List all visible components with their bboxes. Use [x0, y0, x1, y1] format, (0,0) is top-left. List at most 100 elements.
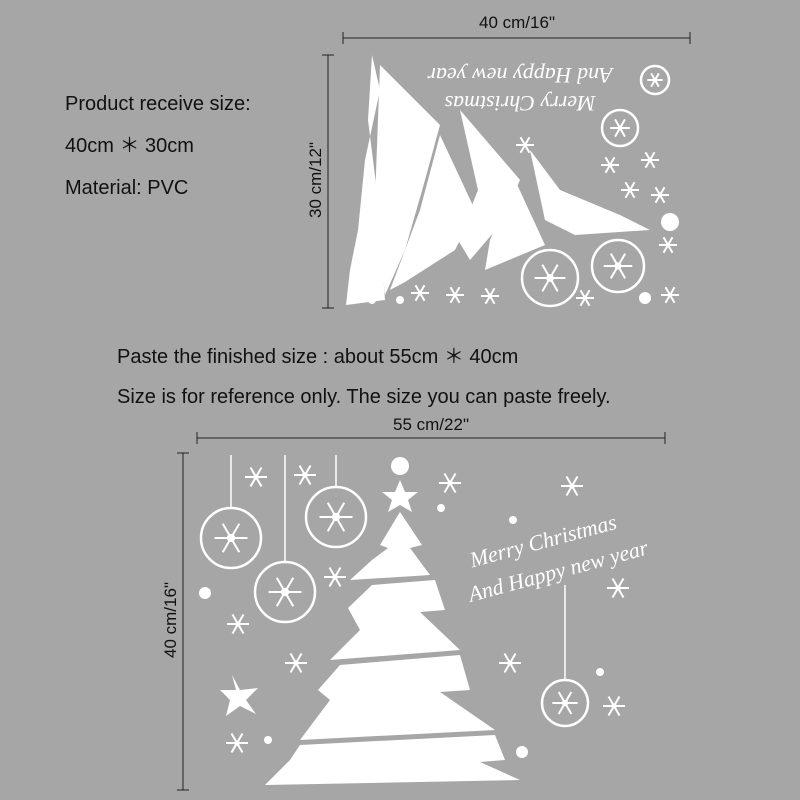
snowflake-center — [607, 162, 613, 168]
snowflake — [651, 186, 669, 204]
tree-tier — [350, 512, 430, 580]
snowflake-center — [653, 78, 657, 82]
tree-tier — [330, 580, 460, 660]
dot — [639, 292, 651, 304]
info-text: Product receive size: — [65, 93, 251, 115]
snowflake — [439, 472, 461, 494]
snowflake-center — [332, 574, 338, 580]
snowflake — [481, 287, 499, 305]
snowflake-center — [582, 295, 588, 301]
snowflake-center — [235, 621, 241, 627]
snowflake-center — [522, 142, 528, 148]
snowflake — [621, 181, 639, 199]
tree-tier — [265, 735, 520, 785]
tree — [375, 65, 440, 295]
snowflake — [534, 264, 566, 292]
snowflake-center — [561, 699, 569, 707]
snowflake — [446, 286, 464, 304]
snowflake-center — [417, 290, 423, 296]
snowflake — [226, 732, 248, 754]
snowflake-center — [569, 483, 575, 489]
bauble — [600, 108, 640, 148]
greeting: Merry Christmas — [445, 91, 597, 116]
snowflake-center — [665, 242, 671, 248]
bauble — [199, 506, 263, 570]
snowflake-center — [253, 474, 259, 480]
snowflake — [552, 691, 578, 715]
height-label: 40 cm/16" — [161, 582, 180, 658]
dot — [437, 504, 445, 512]
tree-tier — [300, 655, 495, 740]
bauble — [540, 678, 590, 728]
snowflake — [516, 136, 534, 154]
greeting: And Happy new year — [427, 63, 615, 88]
snowflake-center — [293, 660, 299, 666]
dot — [389, 239, 401, 251]
info-text: Material: PVC — [65, 177, 188, 199]
snowflake-center — [331, 512, 341, 522]
dot — [264, 736, 272, 744]
snowflake-center — [447, 480, 453, 486]
snowflake — [659, 236, 677, 254]
snowflake — [661, 286, 679, 304]
bauble — [590, 238, 646, 294]
dot — [199, 587, 211, 599]
snowflake — [601, 156, 619, 174]
tree — [530, 150, 650, 235]
dot — [368, 296, 376, 304]
snowflake — [561, 475, 583, 497]
dot — [509, 516, 517, 524]
snowflake-center — [234, 740, 240, 746]
snowflake — [641, 151, 659, 169]
ornament — [391, 457, 409, 475]
tree — [346, 55, 385, 305]
info-text: 40cm ＊ 30cm — [65, 135, 194, 157]
snowflake-center — [647, 157, 653, 163]
snowflake — [603, 253, 633, 279]
snowflake-center — [226, 533, 236, 543]
snowflake — [610, 118, 630, 138]
height-label: 30 cm/12" — [306, 142, 325, 218]
snowflake — [603, 695, 625, 717]
star — [382, 480, 418, 512]
snowflake-center — [611, 703, 617, 709]
snowflake — [607, 577, 629, 599]
snowflake — [576, 289, 594, 307]
snowflake-center — [487, 293, 493, 299]
bauble — [520, 248, 580, 308]
snowflake — [268, 577, 302, 607]
dot — [516, 746, 528, 758]
dot — [596, 668, 604, 676]
bauble — [253, 560, 317, 624]
snowflake-center — [507, 660, 513, 666]
snowflake-center — [280, 587, 290, 597]
snowflake-center — [667, 292, 673, 298]
dot — [396, 296, 404, 304]
snowflake-center — [452, 292, 458, 298]
tree — [458, 110, 520, 260]
snowflake-center — [302, 472, 308, 478]
bauble — [639, 64, 671, 96]
info-text: Paste the finished size : about 55cm ＊ 4… — [117, 346, 518, 368]
tree — [390, 135, 475, 290]
snowflake — [319, 502, 353, 532]
snowflake-center — [657, 192, 663, 198]
width-label: 40 cm/16" — [479, 13, 555, 32]
snowflake — [324, 566, 346, 588]
snowflake — [294, 464, 316, 486]
dot — [416, 156, 424, 164]
snowflake — [411, 284, 429, 302]
snowflake-center — [614, 262, 622, 270]
snowflake-center — [617, 125, 623, 131]
snowflake — [499, 652, 521, 674]
star — [220, 675, 258, 716]
bauble — [304, 485, 368, 549]
dot — [383, 126, 397, 140]
snowflake — [245, 466, 267, 488]
info-text: Size is for reference only. The size you… — [117, 386, 611, 408]
snowflake — [214, 523, 248, 553]
snowflake-center — [627, 187, 633, 193]
snowflake — [647, 72, 663, 88]
